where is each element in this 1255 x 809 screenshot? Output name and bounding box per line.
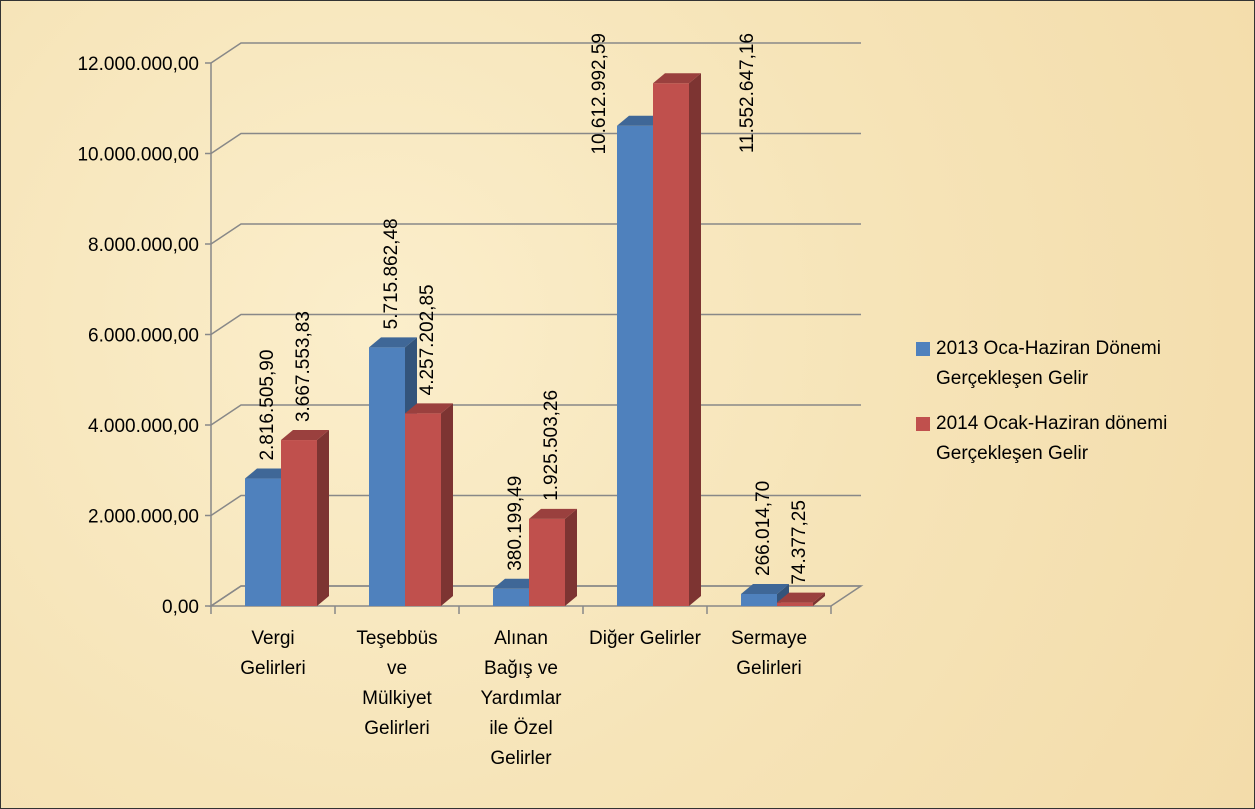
bar-front <box>529 518 565 606</box>
value-label: 11.552.647,16 <box>737 33 758 153</box>
y-tick-label: 8.000.000,00 <box>88 235 199 256</box>
bar-top <box>777 592 825 603</box>
value-label: 5.715.862,48 <box>381 218 402 329</box>
bar-top <box>405 403 453 414</box>
value-label: 266.014,70 <box>753 481 774 576</box>
value-label: 10.612.992,59 <box>589 33 610 155</box>
bar-front <box>245 478 281 606</box>
bar-front <box>741 593 777 606</box>
bar-front <box>653 83 689 606</box>
value-label: 380.199,49 <box>505 476 526 571</box>
bar <box>653 73 701 606</box>
x-tick-label: Vergi Gelirleri <box>240 628 306 679</box>
bar-side <box>441 403 453 606</box>
legend-swatch <box>916 342 930 356</box>
y-tick-label: 0,00 <box>162 597 199 618</box>
x-tick-label: Alınan Bağış ve Yardımlar ile Özel Gelir… <box>480 628 562 769</box>
legend-item: 2014 Ocak-Haziran dönemi Gerçekleşen Gel… <box>916 409 1236 469</box>
bar-front <box>777 602 813 606</box>
y-tick-label: 12.000.000,00 <box>77 54 199 75</box>
value-label: 3.667.553,83 <box>293 311 314 422</box>
grid-line <box>210 42 861 64</box>
bar-side <box>317 430 329 606</box>
bar-front <box>281 440 317 606</box>
bar-front <box>493 588 529 606</box>
y-tick-label: 6.000.000,00 <box>88 326 199 347</box>
y-tick-label: 2.000.000,00 <box>88 507 199 528</box>
value-label: 1.925.503,26 <box>541 390 562 501</box>
grid-line <box>210 223 861 245</box>
bar-side <box>813 592 825 606</box>
bar <box>529 508 577 606</box>
bar-top <box>281 430 329 441</box>
bar <box>281 430 329 606</box>
value-label: 4.257.202,85 <box>417 284 438 395</box>
legend-label: 2014 Ocak-Haziran dönemi Gerçekleşen Gel… <box>936 413 1168 464</box>
x-tick-label: Teşebbüs ve Mülkiyet Gelirleri <box>356 628 438 739</box>
x-tick-label: Sermaye Gelirleri <box>730 628 808 679</box>
bar <box>405 403 453 606</box>
bar-side <box>689 73 701 606</box>
bar-top <box>529 508 577 519</box>
bar <box>777 592 825 606</box>
bar-top <box>741 583 789 594</box>
x-tick-label: Diğer Gelirler <box>589 628 701 649</box>
y-tick-label: 4.000.000,00 <box>88 416 199 437</box>
bar-top <box>653 73 701 84</box>
value-label: 2.816.505,90 <box>257 350 278 461</box>
value-label: 74.377,25 <box>789 500 810 585</box>
y-tick-label: 10.000.000,00 <box>77 145 199 166</box>
bar-top <box>369 337 417 348</box>
bar-front <box>617 125 653 606</box>
legend-item: 2013 Oca-Haziran Dönemi Gerçekleşen Geli… <box>916 334 1236 394</box>
legend-label: 2013 Oca-Haziran Dönemi Gerçekleşen Geli… <box>936 338 1161 389</box>
bar-front <box>405 413 441 606</box>
grid-line <box>210 132 861 155</box>
legend-swatch <box>916 417 930 431</box>
bar-front <box>369 347 405 606</box>
bar-side <box>565 508 577 606</box>
